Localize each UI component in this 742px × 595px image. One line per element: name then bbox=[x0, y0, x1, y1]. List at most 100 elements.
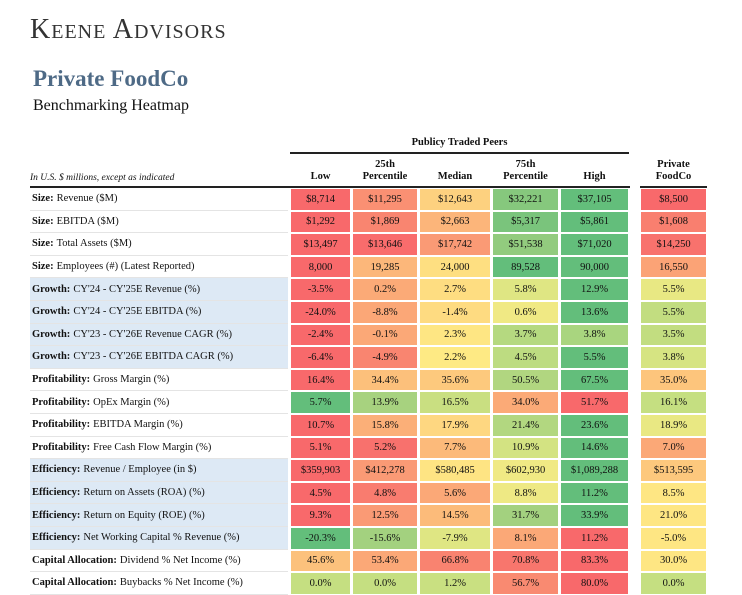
heat-cell: -7.9% bbox=[419, 527, 491, 550]
heat-cell: 16.5% bbox=[419, 391, 491, 414]
heat-cell: 16.4% bbox=[290, 368, 351, 392]
heat-cell: 11.2% bbox=[560, 527, 629, 550]
row-group: Size: bbox=[32, 215, 54, 227]
heat-cell: 67.5% bbox=[560, 368, 629, 392]
heat-cell: 7.0% bbox=[640, 436, 707, 460]
heat-cell: 90,000 bbox=[560, 255, 629, 279]
heat-cell: 8.5% bbox=[640, 481, 707, 505]
row-metric: Revenue ($M) bbox=[56, 193, 118, 205]
heat-cell: 18.9% bbox=[640, 414, 707, 437]
heat-cell: 10.9% bbox=[492, 436, 559, 460]
heat-cell: 30.0% bbox=[640, 549, 707, 573]
heat-cell: 9.3% bbox=[290, 504, 351, 527]
group-rule bbox=[290, 152, 629, 154]
heat-cell: $8,500 bbox=[640, 188, 707, 211]
heat-cell: 4.5% bbox=[290, 481, 351, 505]
row-metric: Total Assets ($M) bbox=[56, 238, 132, 250]
heat-cell: $37,105 bbox=[560, 188, 629, 211]
heat-cell: 0.2% bbox=[352, 278, 418, 301]
column-header: High bbox=[583, 171, 606, 182]
column-header: Private FoodCo bbox=[655, 159, 692, 182]
heat-cell: 45.6% bbox=[290, 549, 351, 573]
heat-cell: 3.8% bbox=[640, 346, 707, 369]
row-metric: CY'23 - CY'26E EBITDA CAGR (%) bbox=[73, 351, 234, 363]
row-label: Size: EBITDA ($M) bbox=[30, 210, 288, 234]
heat-cell: -15.6% bbox=[352, 527, 418, 550]
heat-cell: $5,861 bbox=[560, 210, 629, 234]
heat-cell: 5.1% bbox=[290, 436, 351, 460]
heat-cell: 51.7% bbox=[560, 391, 629, 414]
row-group: Profitability: bbox=[32, 441, 91, 453]
heat-cell: 4.8% bbox=[352, 481, 418, 505]
heat-cell: 2.2% bbox=[419, 346, 491, 369]
row-metric: EBITDA ($M) bbox=[56, 215, 119, 227]
heat-cell: 13.9% bbox=[352, 391, 418, 414]
heat-cell: 15.8% bbox=[352, 414, 418, 437]
row-group: Profitability: bbox=[32, 374, 91, 386]
heat-cell: 14.5% bbox=[419, 504, 491, 527]
heat-cell: -1.4% bbox=[419, 301, 491, 324]
heat-cell: 21.4% bbox=[492, 414, 559, 437]
heat-cell: 12.5% bbox=[352, 504, 418, 527]
logo: Keene Advisors bbox=[30, 14, 227, 45]
heat-cell: 56.7% bbox=[492, 572, 559, 595]
row-label: Efficiency: Net Working Capital % Revenue… bbox=[30, 527, 288, 550]
header-rule bbox=[30, 186, 630, 188]
heat-cell: 10.7% bbox=[290, 414, 351, 437]
heat-cell: 12.9% bbox=[560, 278, 629, 301]
row-label: Growth: CY'24 - CY'25E Revenue (%) bbox=[30, 278, 288, 301]
heat-cell: 16,550 bbox=[640, 255, 707, 279]
heat-cell: $359,903 bbox=[290, 459, 351, 482]
row-group: Efficiency: bbox=[32, 509, 81, 521]
heat-cell: $513,595 bbox=[640, 459, 707, 482]
heat-cell: 89,528 bbox=[492, 255, 559, 279]
heat-cell: $1,089,288 bbox=[560, 459, 629, 482]
group-header: Publicy Traded Peers bbox=[411, 137, 508, 148]
heat-cell: 5.5% bbox=[640, 278, 707, 301]
header-rule bbox=[640, 186, 707, 188]
heat-cell: 16.1% bbox=[640, 391, 707, 414]
heat-cell: $5,317 bbox=[492, 210, 559, 234]
row-label: Profitability: Gross Margin (%) bbox=[30, 368, 288, 392]
row-metric: Free Cash Flow Margin (%) bbox=[93, 441, 212, 453]
row-group: Growth: bbox=[32, 306, 71, 318]
heat-cell: $602,930 bbox=[492, 459, 559, 482]
heat-cell: 53.4% bbox=[352, 549, 418, 573]
row-metric: CY'24 - CY'25E EBITDA (%) bbox=[73, 306, 202, 318]
row-label: Size: Employees (#) (Latest Reported) bbox=[30, 255, 288, 279]
column-header: Low bbox=[310, 171, 331, 182]
heat-cell: 11.2% bbox=[560, 481, 629, 505]
row-label: Profitability: OpEx Margin (%) bbox=[30, 391, 288, 414]
heat-cell: 34.0% bbox=[492, 391, 559, 414]
heat-cell: 19,285 bbox=[352, 255, 418, 279]
heat-cell: $580,485 bbox=[419, 459, 491, 482]
column-header: 25th Percentile bbox=[362, 159, 408, 182]
row-label: Capital Allocation: Buybacks % Net Income… bbox=[30, 572, 288, 595]
heat-cell: -6.4% bbox=[290, 346, 351, 369]
heat-cell: 23.6% bbox=[560, 414, 629, 437]
heat-cell: 17.9% bbox=[419, 414, 491, 437]
row-group: Efficiency: bbox=[32, 487, 81, 499]
row-metric: Employees (#) (Latest Reported) bbox=[56, 261, 195, 273]
heat-cell: 1.2% bbox=[419, 572, 491, 595]
heat-cell: 2.3% bbox=[419, 323, 491, 347]
row-metric: CY'23 - CY'26E Revenue CAGR (%) bbox=[73, 328, 232, 340]
heat-cell: 35.0% bbox=[640, 368, 707, 392]
row-label: Size: Total Assets ($M) bbox=[30, 233, 288, 256]
row-metric: Net Working Capital % Revenue (%) bbox=[83, 532, 240, 544]
column-header: Median bbox=[437, 171, 473, 182]
heat-cell: 5.2% bbox=[352, 436, 418, 460]
row-label: Size: Revenue ($M) bbox=[30, 188, 288, 211]
heat-cell: 70.8% bbox=[492, 549, 559, 573]
row-group: Efficiency: bbox=[32, 532, 81, 544]
heat-cell: $13,646 bbox=[352, 233, 418, 256]
heat-cell: 3.5% bbox=[640, 323, 707, 347]
row-metric: EBITDA Margin (%) bbox=[93, 419, 183, 431]
heat-cell: 34.4% bbox=[352, 368, 418, 392]
heat-cell: $2,663 bbox=[419, 210, 491, 234]
heat-cell: 0.0% bbox=[290, 572, 351, 595]
row-group: Efficiency: bbox=[32, 464, 81, 476]
heat-cell: $412,278 bbox=[352, 459, 418, 482]
note: In U.S. $ millions, except as indicated bbox=[30, 173, 175, 183]
row-group: Capital Allocation: bbox=[32, 554, 117, 566]
